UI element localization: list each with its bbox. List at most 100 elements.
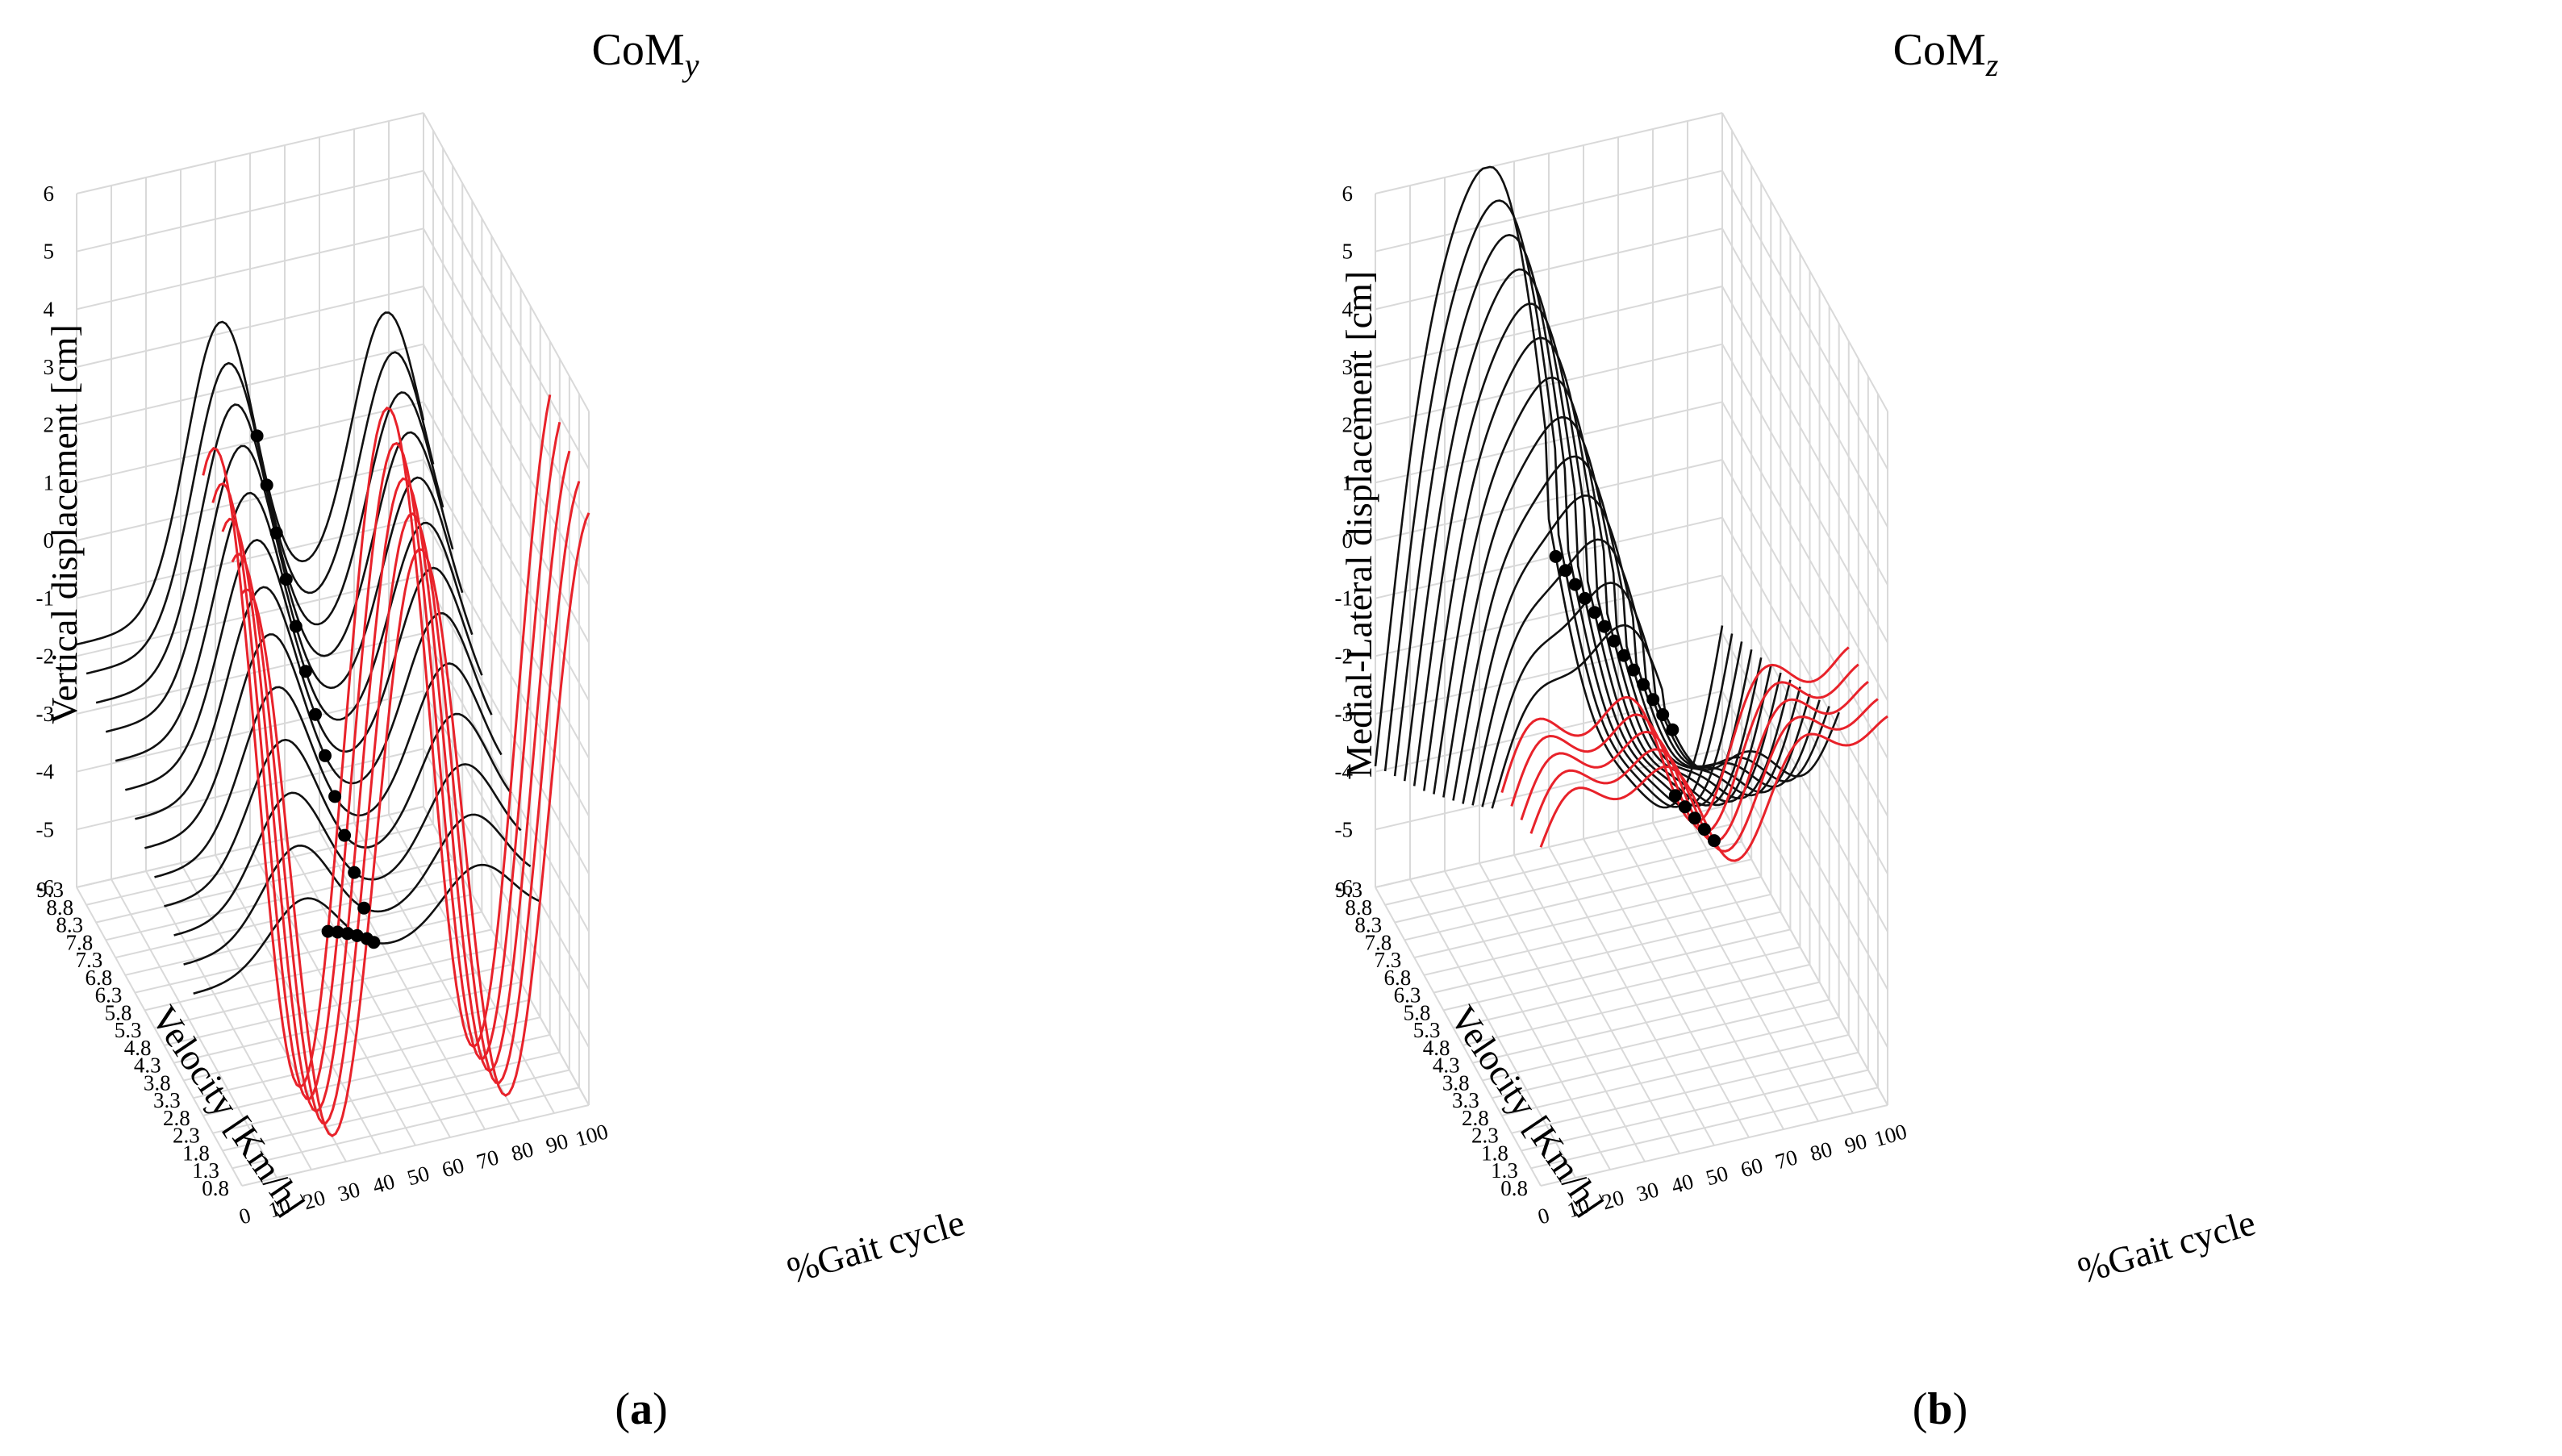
x-tick-4-a: 40	[369, 1169, 397, 1198]
walking-marker-1-a	[350, 928, 364, 942]
running-curve-9-a	[105, 431, 454, 733]
panel-label-close-b: )	[1953, 1384, 1968, 1434]
floor-grid-y-9-a	[154, 946, 502, 1029]
title-main-b: CoM	[1893, 25, 1986, 75]
z-tick-7-a: 1	[44, 470, 55, 494]
running-marker-12-a	[250, 429, 264, 443]
x-tick-3-b: 30	[1634, 1177, 1661, 1206]
side-grid-z-10-a	[423, 227, 590, 528]
y-tick-17-b: 9.3	[1335, 878, 1362, 902]
y-tick-0-a: 0.8	[202, 1176, 229, 1200]
side-grid-z-8-b	[1721, 344, 1888, 644]
walking-marker-1-b	[1697, 823, 1711, 836]
back-grid-z-12-b	[1375, 112, 1723, 194]
floor-grid-y-8-a	[164, 963, 511, 1046]
floor-grid-x-2-b	[1444, 870, 1611, 1170]
panel-label-letter-a: a	[630, 1384, 653, 1434]
z-tick-11-a: 5	[44, 240, 55, 264]
floor-grid-y-14-b	[1404, 858, 1752, 941]
floor-grid-y-11-a	[135, 911, 482, 994]
side-grid-z-4-a	[423, 574, 590, 874]
floor-grid-x-8-a	[353, 822, 520, 1122]
y-tick-12-b: 6.8	[1384, 966, 1412, 990]
x-tick-4-b: 40	[1668, 1169, 1696, 1198]
running-marker-3-b	[1637, 678, 1650, 691]
floor-grid-y-5-a	[193, 1016, 540, 1099]
title-sub-a: y	[682, 47, 699, 83]
y-tick-4-a: 2.8	[163, 1106, 190, 1130]
floor-grid-y-8-b	[1463, 963, 1810, 1046]
running-curve-6-b	[1433, 376, 1782, 803]
running-curve-12-b	[1374, 165, 1724, 809]
panel-label-b: (b)	[1913, 1384, 1967, 1434]
markers-a	[250, 429, 381, 949]
running-marker-6-a	[309, 707, 322, 721]
walking-marker-2-b	[1688, 811, 1701, 825]
title-sub-b: z	[1985, 47, 1999, 83]
y-tick-10-b: 5.8	[1404, 1000, 1431, 1024]
side-grid-z-3-b	[1721, 632, 1888, 932]
side-grid-z-0-a	[423, 806, 590, 1106]
panel-b: -6 -5 -4 -3 -2 -1 0 1 2 3 4 5 6 0.81.31.82.32.83.33.8…	[1335, 25, 2260, 1434]
walking-marker-3-b	[1678, 800, 1692, 814]
panel-label-open-a: (	[615, 1384, 630, 1434]
y-tick-12-a: 6.8	[86, 966, 113, 990]
floor-grid-x-7-b	[1617, 830, 1784, 1130]
side-grid-z-1-a	[423, 748, 590, 1048]
floor-grid-y-2-b	[1521, 1069, 1869, 1152]
floor-grid-y-3-a	[212, 1051, 561, 1134]
y-tick-11-a: 6.3	[95, 983, 123, 1008]
y-tick-15-b: 8.3	[1354, 913, 1382, 937]
z-tick-9-a: 3	[44, 355, 55, 379]
floor-grid-x-1-a	[111, 878, 277, 1179]
floor-grid-y-4-a	[202, 1033, 550, 1116]
floor-grid-y-6-b	[1482, 999, 1830, 1082]
x-axis-label-a: %Gait cycle	[782, 1201, 969, 1291]
walking-marker-3-a	[331, 925, 344, 939]
ticks-a: -6 -5 -4 -3 -2 -1 0 1 2 3 4 5 6 0.81.31.82.32.83.33.8…	[36, 181, 611, 1229]
running-curve-2-a	[173, 763, 522, 937]
back-grid-z-6-a	[76, 459, 424, 541]
running-marker-8-a	[289, 620, 303, 633]
side-grid-z-0-b	[1721, 806, 1888, 1106]
floor-grid-y-3-b	[1511, 1051, 1859, 1134]
y-tick-14-a: 7.8	[65, 930, 93, 954]
floor-grid-x-9-b	[1687, 814, 1854, 1114]
running-curve-6-a	[135, 566, 483, 820]
side-grid-z-6-b	[1721, 459, 1888, 759]
floor-grid-x-0-a	[76, 887, 243, 1187]
z-tick-3-b: -3	[1335, 702, 1354, 726]
floor-grid-y-1-a	[232, 1087, 580, 1170]
floor-grid-y-9-b	[1453, 946, 1800, 1029]
running-curve-12-a	[76, 311, 425, 646]
running-curve-11-b	[1383, 199, 1734, 808]
floor-grid-x-5-b	[1548, 846, 1715, 1146]
z-tick-1-a: -5	[36, 817, 55, 841]
z-tick-5-b: -1	[1335, 586, 1354, 611]
y-tick-1-b: 1.3	[1491, 1158, 1518, 1183]
side-grid-z-11-b	[1721, 170, 1888, 470]
back-grid-z-2-a	[76, 690, 424, 773]
x-tick-0-b: 0	[1535, 1203, 1552, 1229]
floor-grid-y-1-b	[1530, 1087, 1879, 1170]
y-tick-7-b: 4.3	[1433, 1053, 1460, 1078]
back-grid-z-8-b	[1375, 343, 1723, 426]
z-tick-12-a: 6	[44, 181, 55, 206]
side-grid-z-7-b	[1721, 401, 1888, 701]
running-curve-5-a	[144, 612, 493, 849]
back-grid-z-9-a	[76, 286, 424, 368]
title-main-a: CoM	[592, 25, 685, 75]
side-grid-z-9-a	[423, 286, 590, 586]
y-tick-5-b: 3.3	[1452, 1088, 1479, 1112]
z-tick-2-a: -4	[36, 760, 55, 784]
running-marker-10-b	[1568, 578, 1582, 591]
y-tick-6-a: 3.8	[144, 1070, 171, 1095]
z-tick-6-b: 0	[1342, 528, 1354, 553]
y-tick-7-a: 4.3	[134, 1053, 161, 1078]
side-grid-z-12-b	[1721, 112, 1888, 412]
running-marker-2-b	[1646, 693, 1660, 707]
floor-grid-y-12-b	[1424, 893, 1771, 976]
back-grid-z-5-b	[1375, 516, 1723, 599]
curves-b	[1374, 165, 1888, 862]
